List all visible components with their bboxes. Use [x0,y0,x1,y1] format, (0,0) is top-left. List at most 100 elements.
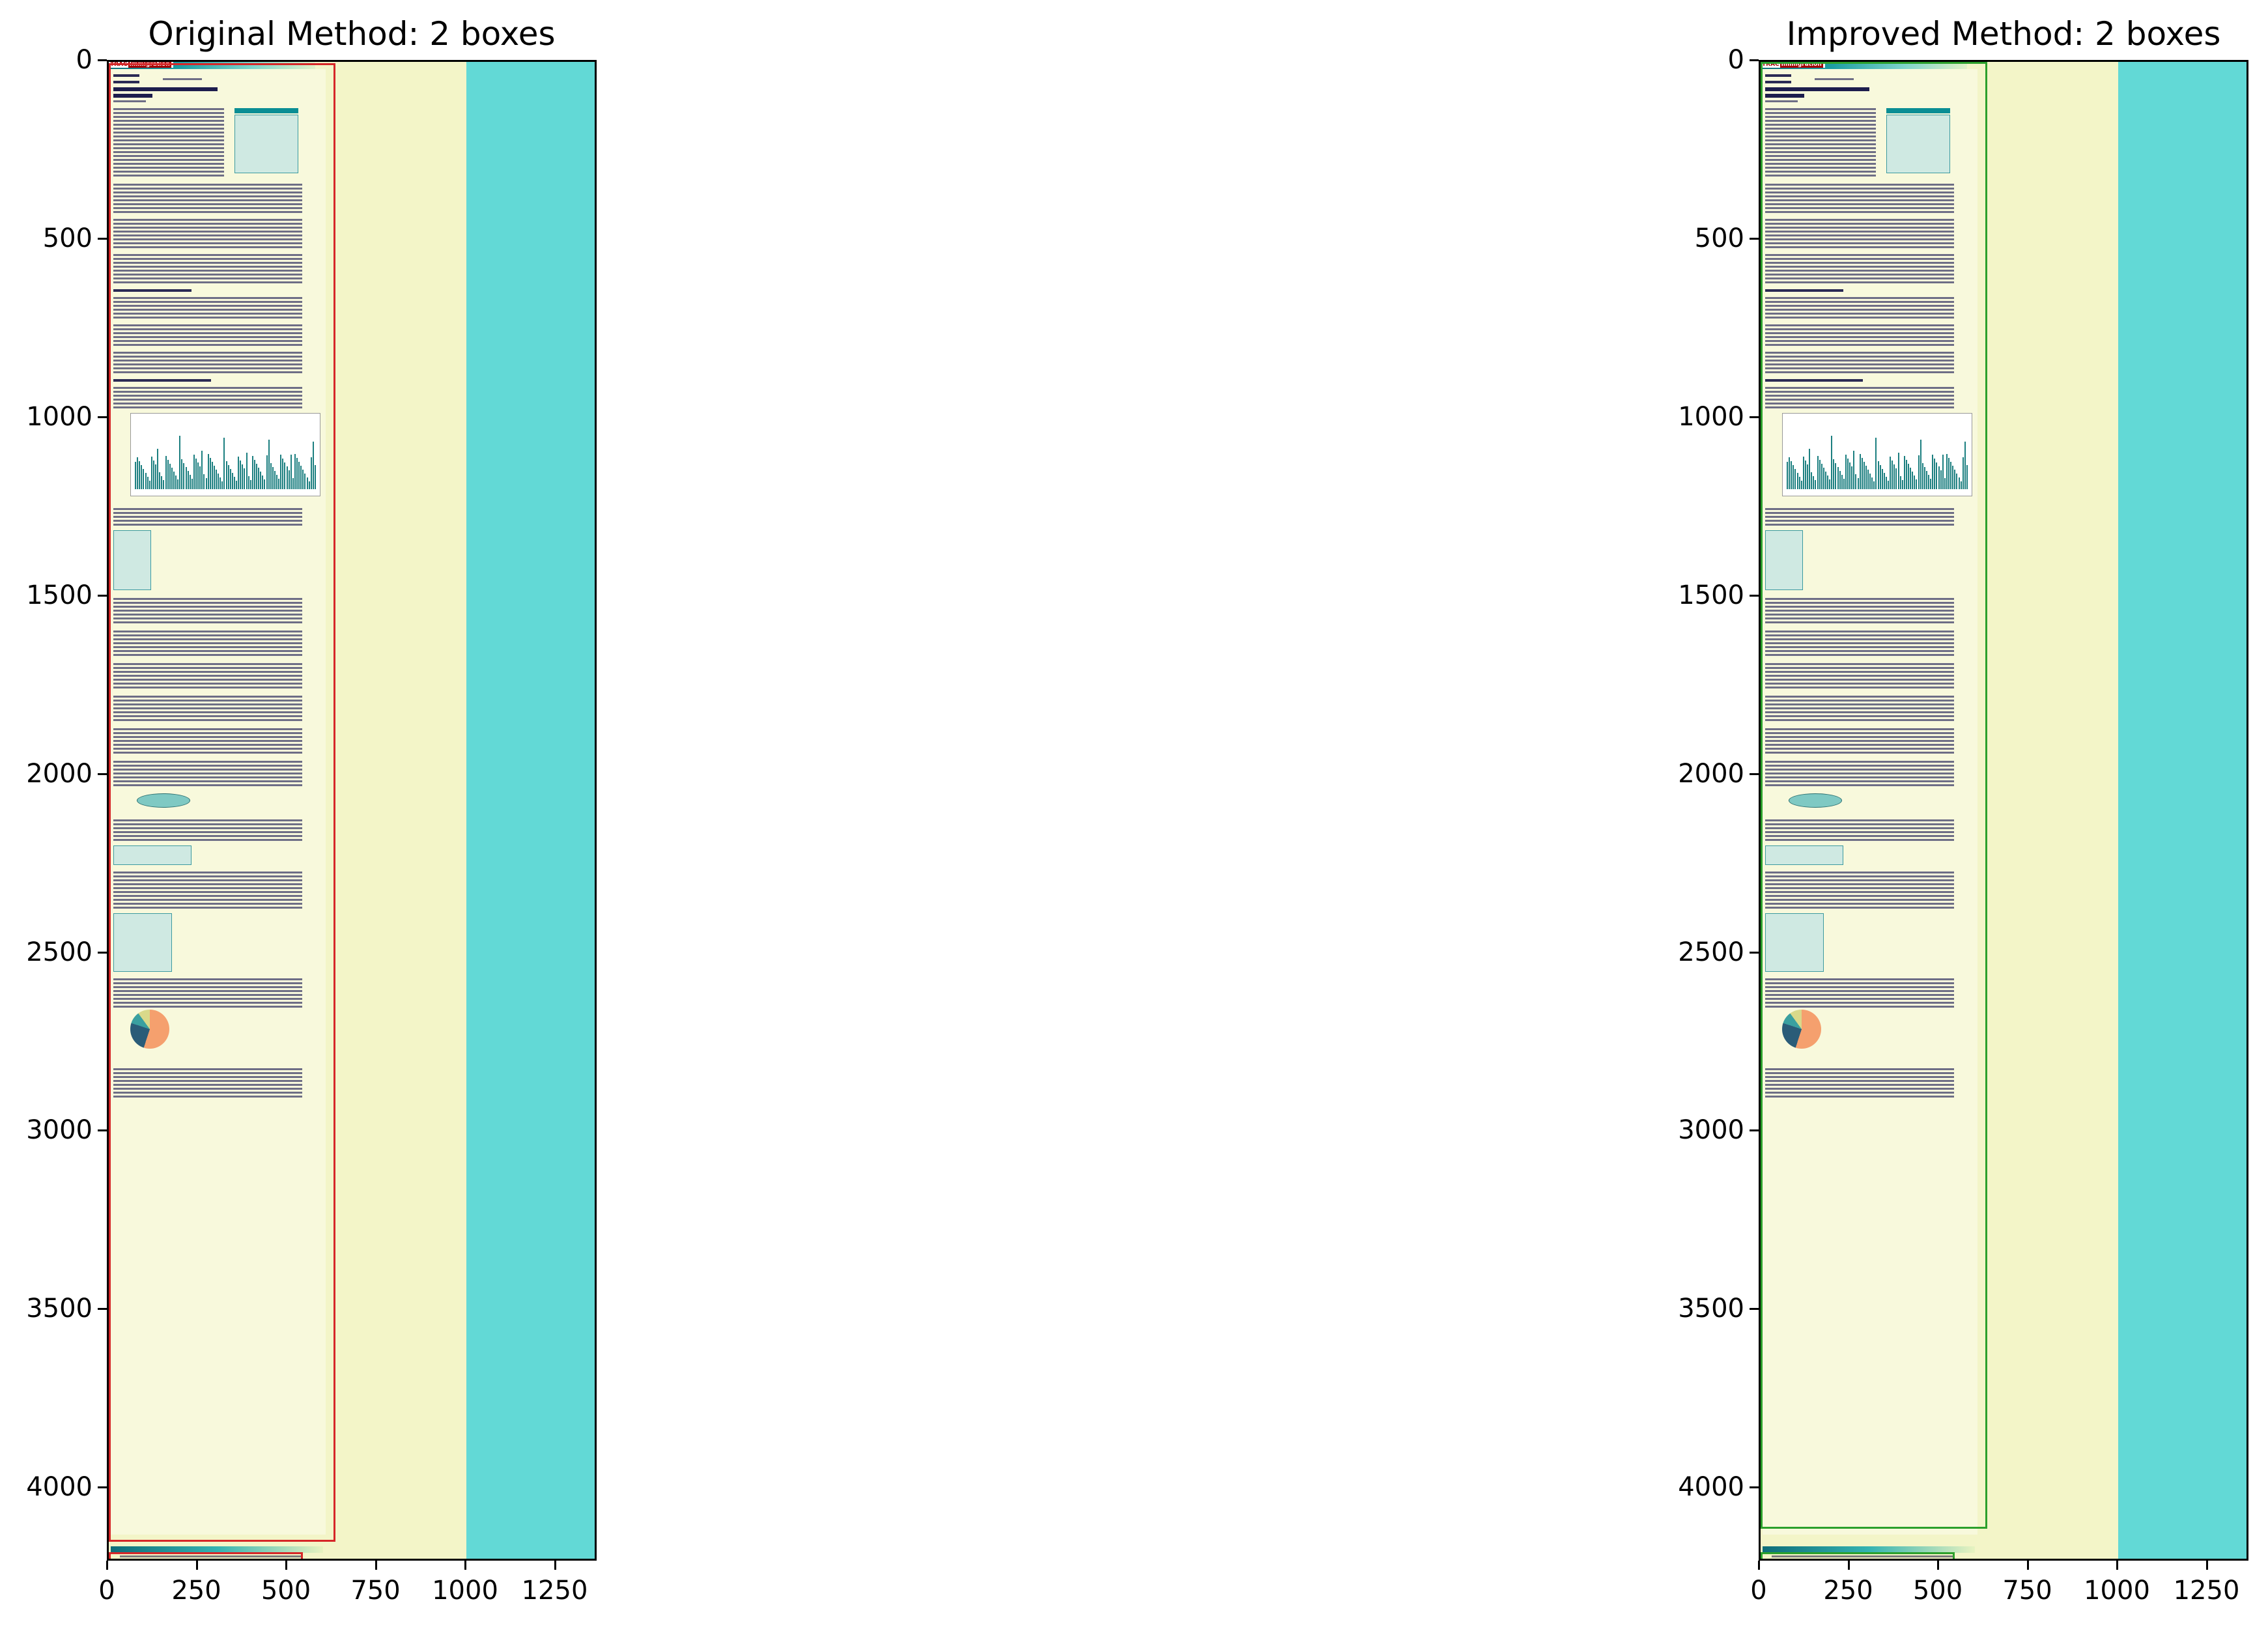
document-text-line [1765,752,1954,754]
document-text-line [1765,748,1954,750]
chart-bar [238,457,240,489]
y-tick-label: 1000 [1678,401,1744,432]
document-text-line [1765,508,1954,510]
chart-bar [256,464,257,489]
y-tick-label: 1000 [26,401,92,432]
document-text-line [1765,360,1954,362]
document-page [111,69,326,1535]
document-text-line [1765,227,1954,229]
x-tick [285,1561,287,1570]
document-text-line [1765,707,1954,709]
document-page [1763,69,1977,1535]
document-text-line [113,520,302,522]
chart-bar [1895,468,1897,489]
document-text-line [113,776,302,778]
document-text-line [113,1002,302,1004]
chart-bar [1885,477,1887,489]
detection-box-footer [1761,1552,1955,1561]
chart-bar [1897,453,1899,489]
document-text-line [1765,211,1954,213]
chart-bar [306,477,308,489]
document-text-line [113,748,302,750]
chart-bar [161,476,163,489]
chart-bar [1831,436,1833,489]
document-text-line [1765,1002,1954,1004]
chart-bar [1794,469,1796,489]
document-text-line [113,773,302,774]
cyan-margin [2118,60,2248,1561]
trac-logo: TRAC Immigration [1760,61,1825,68]
x-tick [195,1561,198,1570]
x-tick-label: 1250 [521,1576,588,1606]
y-tick [98,1129,107,1132]
document-text-line [1765,191,1954,193]
data-table [1765,530,1803,590]
document-text-line [113,135,224,137]
chart-bar [1821,464,1822,489]
chart-bar [179,436,181,489]
document-text-line [113,281,302,283]
document-text-line [113,207,302,209]
y-tick-label: 4000 [1678,1472,1744,1503]
document-text-line [1765,258,1954,260]
document-text-line [113,872,302,873]
document-text-line [113,387,302,389]
chart-bar [227,465,229,489]
document-text-line [113,875,302,877]
document-text-line [113,199,302,201]
document-text-line [113,696,302,698]
document-text-line [113,234,302,236]
chart-bar [159,472,161,489]
document-text-line [113,309,302,311]
document-text-line [113,687,302,688]
document-text-line [1765,765,1954,767]
document-text-line [113,94,152,98]
detection-box-main [1761,62,1987,1529]
document-text-line [1765,903,1954,905]
chart-bar [147,477,149,489]
y-tick-label: 3000 [1678,1115,1744,1146]
chart-bar [1859,454,1861,489]
document-text-line [113,219,302,221]
chart-bar [145,473,147,489]
document-text-line [113,128,224,130]
chart-bar [1890,457,1892,489]
document-text-line [113,340,302,342]
x-tick [106,1561,108,1570]
chart-bar [1824,472,1826,489]
document-text-line [113,231,302,233]
chart-bar [1869,474,1871,489]
document-text-line [1765,524,1954,526]
y-tick [1750,951,1759,954]
document-text-line [113,887,302,889]
document-text-line [113,277,302,279]
document-text-line [1765,100,1798,102]
chart-bar [1918,455,1920,489]
document-text-line [1765,94,1804,98]
x-tick-label: 250 [171,1576,221,1606]
document-text-line [113,289,191,292]
y-tick-label: 500 [42,223,92,253]
document-text-line [1765,895,1954,897]
document-text-line [113,151,224,153]
document-text-line [113,139,224,141]
document-text-line [113,679,302,681]
document-text-line [113,646,302,648]
chart-bar [1798,477,1800,489]
document-text-line [113,765,302,767]
document-text-line [113,242,302,244]
chart-bar [264,479,266,489]
x-tick [554,1561,556,1570]
y-tick [1750,59,1759,61]
document-text-line [1765,128,1876,130]
chart-bar [1893,464,1895,489]
panel-title: Original Method: 2 boxes [148,15,556,53]
document-text-line [1765,602,1954,604]
document-text-line [113,671,302,673]
detection-box-main [109,63,335,1542]
x-tick [1758,1561,1760,1570]
document-text-line [113,195,302,197]
footer-banner [1763,1546,1975,1553]
chart-bar [1903,456,1905,489]
document-text-line [1765,773,1954,774]
